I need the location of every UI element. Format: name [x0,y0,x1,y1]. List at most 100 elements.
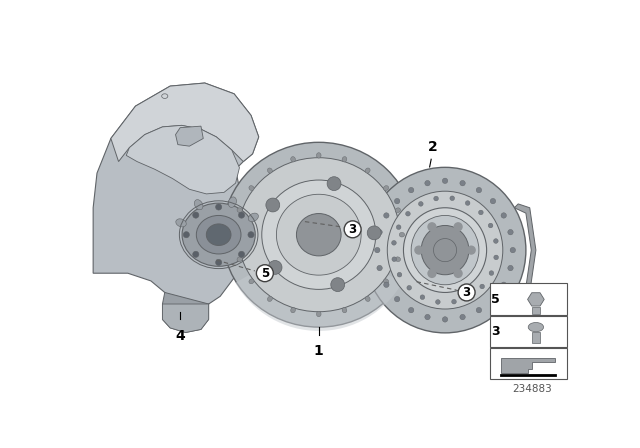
Ellipse shape [408,187,414,193]
Ellipse shape [433,238,456,262]
Ellipse shape [392,257,397,262]
Polygon shape [175,126,204,146]
Text: 3: 3 [463,286,470,299]
Ellipse shape [494,255,499,260]
Ellipse shape [249,185,254,190]
Ellipse shape [394,198,400,204]
Ellipse shape [476,307,482,313]
Ellipse shape [364,168,526,333]
Ellipse shape [223,142,415,327]
Circle shape [458,284,475,301]
Ellipse shape [490,297,495,302]
Ellipse shape [395,208,401,212]
Ellipse shape [488,223,493,228]
Ellipse shape [419,202,423,206]
Circle shape [216,259,221,266]
Ellipse shape [428,222,436,231]
Ellipse shape [420,295,425,299]
Ellipse shape [407,285,412,290]
Ellipse shape [228,197,236,207]
Ellipse shape [489,271,493,276]
Ellipse shape [510,247,515,253]
Ellipse shape [454,269,463,278]
Ellipse shape [268,168,273,173]
Ellipse shape [377,265,382,271]
Bar [532,307,540,314]
Text: 3: 3 [492,325,500,338]
Circle shape [257,265,273,282]
Ellipse shape [399,233,404,237]
Text: 234883: 234883 [512,383,552,394]
Ellipse shape [365,296,370,302]
Polygon shape [163,304,209,332]
Circle shape [193,251,199,258]
Ellipse shape [268,296,273,302]
Ellipse shape [237,257,243,262]
Polygon shape [93,83,259,308]
Ellipse shape [195,200,203,210]
Ellipse shape [508,265,513,271]
Circle shape [327,177,341,190]
Bar [532,332,540,343]
Ellipse shape [206,224,231,246]
Text: 1: 1 [314,344,324,358]
Ellipse shape [383,279,388,284]
Ellipse shape [442,178,448,184]
Ellipse shape [196,215,241,254]
Ellipse shape [454,222,463,231]
Ellipse shape [238,158,399,312]
Circle shape [344,221,361,238]
Ellipse shape [408,307,414,313]
Ellipse shape [425,181,430,186]
Ellipse shape [248,213,259,222]
Ellipse shape [383,185,388,190]
Ellipse shape [480,284,484,289]
Ellipse shape [377,229,382,235]
Polygon shape [111,83,259,162]
Ellipse shape [291,307,296,313]
Circle shape [367,226,381,240]
Ellipse shape [411,215,479,285]
Bar [490,315,566,347]
Polygon shape [507,204,536,308]
Ellipse shape [442,317,448,322]
Circle shape [266,198,280,212]
Ellipse shape [436,300,440,304]
Ellipse shape [425,314,430,320]
Ellipse shape [276,194,361,275]
Polygon shape [163,293,209,332]
Ellipse shape [421,225,469,275]
Ellipse shape [501,213,506,218]
Circle shape [239,212,244,218]
Ellipse shape [291,157,296,162]
Ellipse shape [233,233,238,237]
Ellipse shape [508,229,513,235]
Ellipse shape [296,214,341,256]
Ellipse shape [428,269,436,278]
Ellipse shape [262,180,376,289]
Circle shape [331,278,345,292]
Ellipse shape [467,246,476,255]
Ellipse shape [395,257,401,262]
Ellipse shape [450,196,454,201]
Ellipse shape [383,213,389,218]
Ellipse shape [387,191,503,309]
Ellipse shape [374,247,380,253]
Ellipse shape [465,201,470,205]
Circle shape [248,232,254,238]
Circle shape [183,232,189,238]
Circle shape [216,204,221,210]
Ellipse shape [223,232,415,250]
Ellipse shape [403,208,486,293]
Ellipse shape [316,311,321,317]
Ellipse shape [162,94,168,99]
Ellipse shape [490,198,495,204]
Text: 3: 3 [349,223,356,236]
Ellipse shape [365,168,370,173]
Ellipse shape [476,187,482,193]
Ellipse shape [493,239,498,243]
Ellipse shape [460,181,465,186]
Ellipse shape [182,203,255,266]
Polygon shape [126,125,239,194]
Polygon shape [501,358,555,373]
